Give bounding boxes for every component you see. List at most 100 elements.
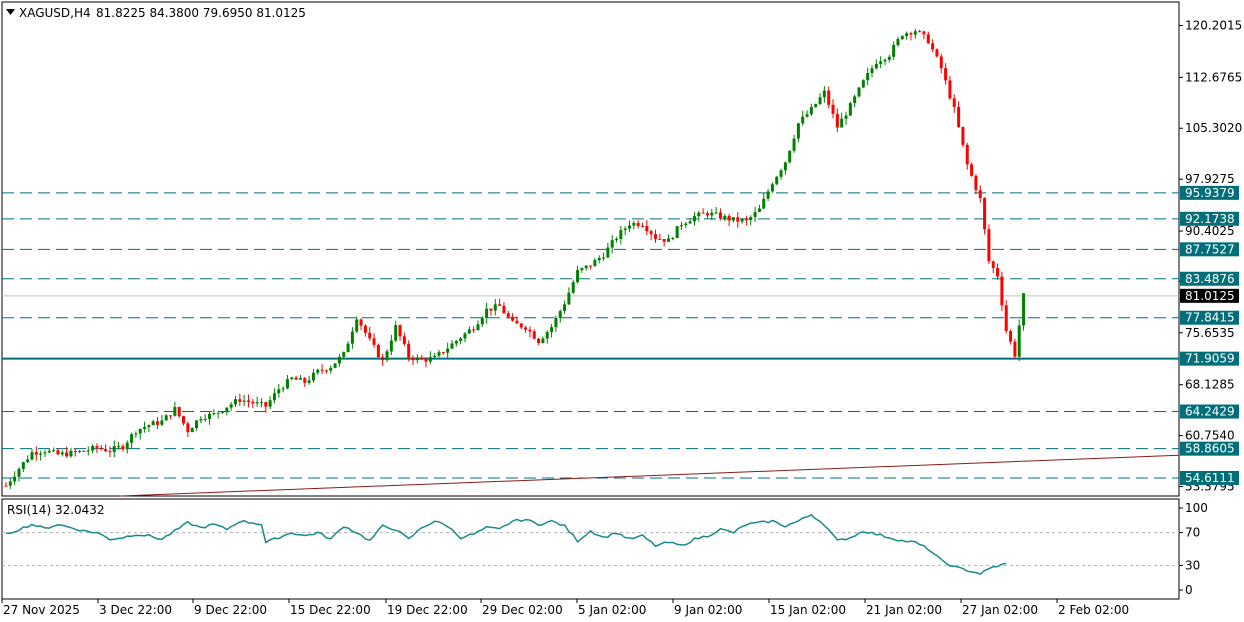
candle-body (225, 407, 229, 412)
candle-body (684, 223, 688, 226)
candle-body (134, 433, 138, 435)
level-price-tag (1180, 271, 1239, 286)
candle-body (316, 369, 320, 373)
candle-body (411, 357, 415, 361)
candle-body (311, 372, 315, 381)
candle-body (303, 378, 307, 383)
candle-body (91, 446, 95, 451)
candle-body (597, 257, 601, 261)
candle-body (580, 268, 584, 271)
candle-body (1022, 293, 1026, 326)
candle-body (407, 343, 411, 358)
candle-body (757, 208, 761, 213)
candle-body (723, 215, 727, 219)
rsi-indicator: 100 70 30 0 (2, 501, 1208, 597)
time-axis-label: 5 Jan 02:00 (578, 603, 646, 617)
candle-body (65, 452, 69, 457)
level-price-tag-label: 58.8605 (1185, 442, 1235, 456)
candle-body (95, 446, 99, 448)
candle-body (493, 304, 497, 311)
candle-body (796, 123, 800, 139)
level-price-tag (1180, 185, 1239, 200)
candle-body (151, 421, 155, 426)
candle-body (13, 476, 17, 482)
candle-body (290, 377, 294, 380)
candle-body (324, 370, 328, 372)
candle-body (363, 325, 367, 333)
candle-body (892, 45, 896, 57)
candle-body (671, 237, 675, 239)
candle-body (610, 240, 614, 248)
candle-body (43, 452, 47, 454)
candle-body (563, 304, 567, 312)
candle-body (433, 355, 437, 358)
rsi-axis-label: 0 (1185, 583, 1193, 597)
candle-body (337, 356, 341, 364)
candle-body (957, 106, 961, 127)
candle-body (233, 399, 237, 405)
candle-body (441, 352, 445, 354)
candle-body (978, 190, 982, 199)
candle-body (264, 402, 268, 407)
candle-body (935, 49, 939, 57)
candle-body (589, 265, 593, 267)
candle-body (744, 219, 748, 221)
level-price-tag (1180, 211, 1239, 226)
candle-body (783, 162, 787, 171)
trendline-segment (119, 454, 1180, 497)
candle-body (78, 450, 82, 452)
candle-body (541, 338, 545, 343)
candle-body (654, 234, 657, 239)
candle-body (766, 191, 770, 199)
candle-body (108, 451, 112, 453)
rsi-axis-label: 30 (1185, 558, 1200, 572)
level-price-tag-label: 87.7527 (1185, 242, 1235, 256)
candle-body (731, 217, 735, 221)
header-dropdown-icon[interactable] (6, 9, 15, 15)
candle-body (268, 400, 272, 407)
candle-body (420, 357, 424, 360)
time-axis-label: 29 Dec 02:00 (482, 603, 563, 617)
time-axis-label: 19 Dec 22:00 (387, 603, 468, 617)
price-axis-label: 105.3020 (1185, 121, 1242, 135)
candle-body (987, 229, 991, 262)
candle-body (697, 212, 701, 217)
candle-body (229, 404, 233, 408)
level-price-tag-label: 64.2429 (1185, 405, 1235, 419)
candle-body (437, 352, 441, 356)
candle-body (424, 359, 428, 362)
candle-body (156, 421, 160, 425)
candle-body (853, 96, 857, 104)
candle-body (39, 453, 43, 455)
candle-body (896, 39, 900, 46)
candle-body (571, 282, 575, 293)
current-price-tag (1180, 288, 1239, 303)
candle-body (195, 420, 199, 429)
candle-body (770, 184, 774, 192)
candle-body (246, 400, 250, 402)
candle-body (822, 90, 826, 98)
candle-body (952, 98, 956, 107)
candle-body (593, 260, 597, 267)
candle-body (970, 164, 974, 176)
header-ohlc: 81.8225 84.3800 79.6950 81.0125 (96, 6, 306, 20)
candle-body (143, 427, 147, 429)
price-axis-label: 75.6535 (1185, 326, 1235, 340)
horizontal-levels (2, 192, 1179, 479)
time-axis-label: 3 Dec 22:00 (99, 603, 172, 617)
rsi-axis-label: 100 (1185, 501, 1208, 515)
candle-body (809, 107, 813, 115)
candle-body (489, 308, 493, 311)
candle-body (679, 225, 683, 227)
level-price-tag (1180, 351, 1239, 366)
candle-body (835, 113, 839, 128)
candle-body (329, 367, 333, 371)
price-axis-label: 90.4025 (1185, 224, 1235, 238)
candle-body (186, 423, 190, 433)
candle-body (688, 221, 692, 224)
candle-body (21, 462, 25, 469)
candle-body (320, 369, 324, 371)
candle-body (402, 336, 406, 344)
candle-body (99, 447, 103, 449)
